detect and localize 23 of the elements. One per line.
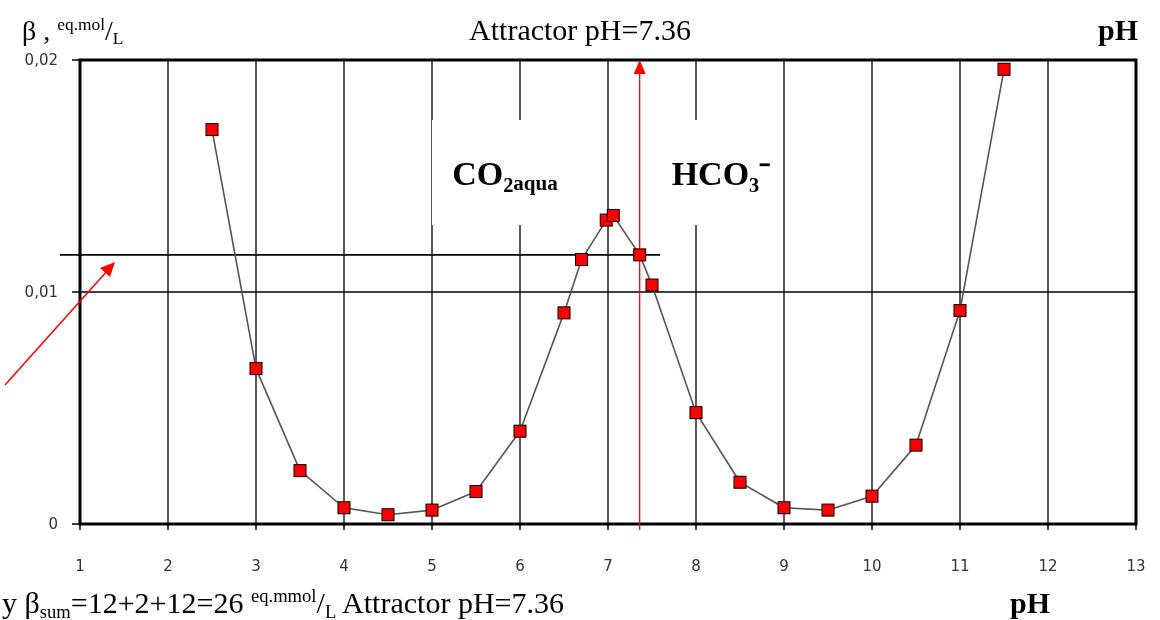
x-tick-label: 4 [339,557,349,575]
x-tick-label: 6 [515,557,525,575]
text: pH [1009,586,1051,619]
text: y β$_{sum}$=12+2+12=26 $^{eq.mmol}$/$_{L}$ Attractor pH=7.36 [2,584,564,620]
x-tick-label: 10 [862,557,882,575]
x-tick-label: 7 [603,557,613,575]
x-tick-label: 13 [1126,557,1146,575]
chart-title: Attractor pH=7.36 [469,13,691,46]
x-tick-label: 8 [691,557,701,575]
y-tick-label: 0,02 [24,51,58,70]
annotation: HCO₃⁻ [671,155,771,192]
y-tick-label: 0,01 [24,283,58,302]
x-tick-label: 9 [779,557,789,575]
x-tick-label: 3 [251,557,261,575]
x-tick-label: 5 [427,557,437,575]
x-tick-label: 12 [1038,557,1058,575]
x-tick-label: 2 [163,557,173,575]
y-tick-label: 0 [48,515,58,534]
x-tick-label: 1 [75,557,85,575]
annotation: CO₂$_{aqua}$ [452,155,559,196]
x-axis-title: pH [1097,13,1138,46]
y-axis-title: β , $^{eq.mol}$/$_{L}$ [22,14,124,49]
x-tick-label: 11 [950,557,970,575]
